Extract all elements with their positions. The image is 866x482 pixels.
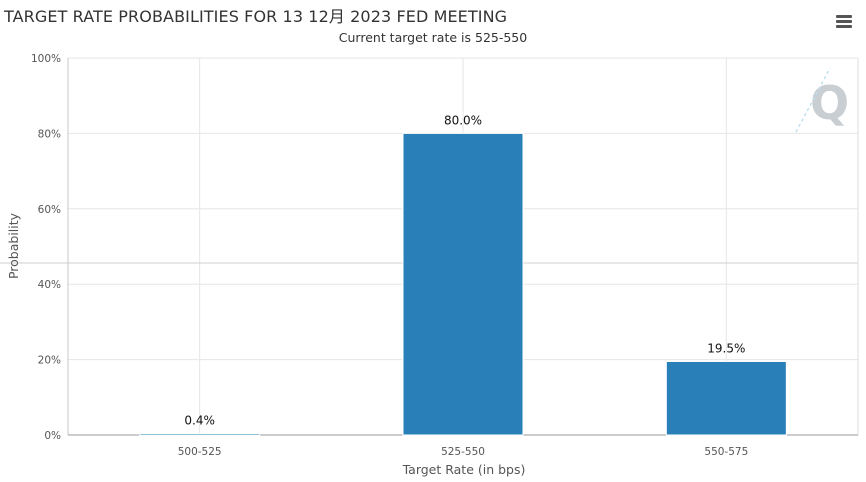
x-tick-label: 500-525 <box>178 446 222 458</box>
x-tick-label: 550-575 <box>704 446 748 458</box>
data-label: 0.4% <box>184 413 215 427</box>
bar-550-575[interactable] <box>665 360 787 436</box>
chart-subtitle: Current target rate is 525-550 <box>338 30 528 45</box>
y-tick-label: 40% <box>38 279 61 291</box>
y-tick-label: 100% <box>31 53 61 65</box>
chart-title: TARGET RATE PROBABILITIES FOR 13 12月 202… <box>4 7 508 26</box>
q-logo-icon: Q <box>795 67 849 133</box>
bars-group <box>139 132 787 436</box>
svg-text:Q: Q <box>810 76 849 130</box>
data-label: 80.0% <box>444 113 482 127</box>
hamburger-menu-icon[interactable] <box>836 15 852 29</box>
x-tick-labels: 500-525 525-550 550-575 <box>178 446 749 458</box>
y-tick-label: 20% <box>38 355 61 367</box>
bar-500-525[interactable] <box>139 432 261 436</box>
y-tick-label: 60% <box>38 204 61 216</box>
bar-525-550[interactable] <box>402 132 524 436</box>
y-tick-label: 0% <box>44 430 61 442</box>
data-label: 19.5% <box>707 341 745 355</box>
y-tick-label: 80% <box>38 128 61 140</box>
x-tick-label: 525-550 <box>441 446 485 458</box>
x-axis-label: Target Rate (in bps) <box>402 462 526 477</box>
y-tick-labels: 0% 20% 40% 60% 80% 100% <box>31 53 61 442</box>
data-labels-group: 0.4% 80.0% 19.5% <box>184 113 745 427</box>
y-axis-label: Probability <box>6 212 21 279</box>
